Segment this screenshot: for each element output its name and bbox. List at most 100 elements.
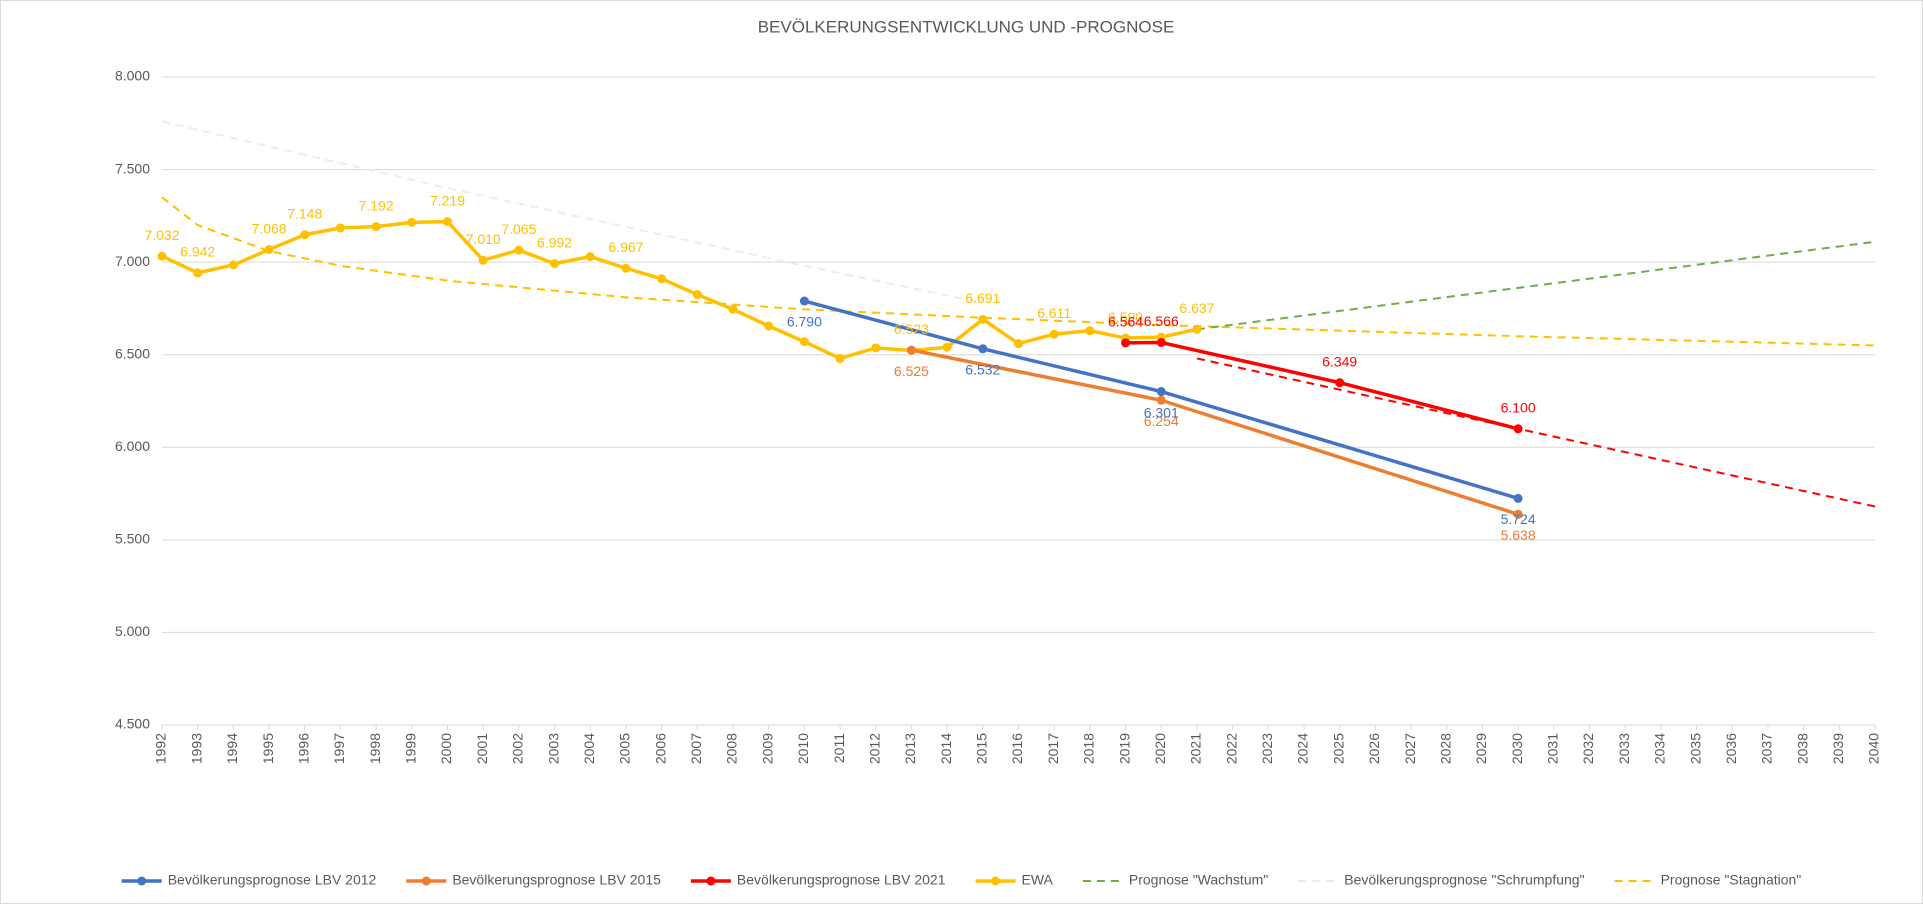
data-label: 6.611 (1037, 305, 1071, 321)
x-tick-label: 2029 (1473, 733, 1489, 764)
data-point (728, 304, 738, 314)
y-tick-label: 5.000 (115, 623, 150, 639)
x-tick-label: 2017 (1045, 733, 1061, 764)
x-tick-label: 2034 (1652, 733, 1668, 764)
data-point (1156, 395, 1166, 405)
data-label: 6.564 (1108, 314, 1143, 330)
x-tick-label: 2024 (1295, 733, 1311, 764)
x-tick-label: 2036 (1723, 733, 1739, 764)
series-line (1196, 240, 1876, 331)
data-label: 6.566 (1144, 313, 1179, 329)
x-tick-label: 1997 (331, 733, 347, 764)
y-tick-label: 5.500 (115, 531, 150, 547)
data-label: 7.192 (359, 197, 394, 213)
data-label: 5.638 (1501, 527, 1536, 543)
x-tick-label: 2010 (795, 733, 811, 764)
x-tick-label: 2003 (545, 733, 561, 764)
x-tick-label: 1996 (295, 733, 311, 764)
data-point (621, 263, 631, 273)
x-tick-label: 1998 (367, 733, 383, 764)
data-label: 6.992 (537, 234, 572, 250)
data-point (193, 268, 203, 278)
x-tick-label: 2013 (902, 733, 918, 764)
x-tick-label: 2032 (1580, 733, 1596, 764)
x-tick-label: 2014 (938, 733, 954, 764)
legend-marker (991, 876, 1000, 886)
x-tick-label: 2005 (617, 733, 633, 764)
series-line (803, 299, 1519, 501)
data-label: 6.301 (1144, 404, 1179, 420)
data-label: 7.032 (144, 227, 179, 243)
data-point (657, 274, 667, 284)
data-label: 6.691 (965, 290, 1000, 306)
data-label: 7.068 (252, 220, 287, 236)
data-label: 6.525 (894, 363, 929, 379)
x-tick-label: 1994 (224, 733, 240, 764)
data-point (1335, 378, 1345, 388)
x-tick-label: 2000 (438, 733, 454, 764)
data-label: 6.637 (1179, 300, 1214, 316)
data-point (799, 337, 809, 347)
x-tick-label: 2015 (974, 733, 990, 764)
data-point (478, 255, 488, 265)
y-tick-label: 4.500 (115, 716, 150, 732)
y-tick-label: 7.000 (115, 253, 150, 269)
legend-label: Bevölkerungsprognose LBV 2015 (452, 872, 661, 888)
data-label: 6.523 (894, 321, 929, 337)
data-point (978, 344, 988, 354)
x-tick-label: 2025 (1330, 733, 1346, 764)
legend: Bevölkerungsprognose LBV 2012 Bevölkerung… (121, 872, 1802, 888)
data-point (1014, 339, 1023, 349)
x-tick-label: 2030 (1509, 733, 1525, 764)
data-point (300, 230, 310, 240)
data-point (1513, 493, 1523, 503)
data-label: 7.065 (501, 221, 536, 237)
legend-label: Bevölkerungsprognose LBV 2012 (168, 872, 377, 888)
x-tick-label: 2039 (1830, 733, 1846, 764)
legend-label: Prognose "Stagnation" (1661, 872, 1802, 888)
data-point (799, 296, 809, 306)
data-point (335, 223, 345, 233)
data-point (1513, 509, 1523, 519)
data-point (1156, 337, 1166, 347)
y-tick-label: 6.500 (115, 345, 150, 361)
legend-marker (137, 876, 147, 886)
series-line (161, 120, 984, 304)
data-point (1049, 329, 1059, 339)
legend-label: EWA (1022, 872, 1054, 888)
x-tick-label: 2009 (759, 733, 775, 764)
y-tick-label: 6.000 (115, 438, 150, 454)
x-tick-label: 2035 (1687, 733, 1703, 764)
x-tick-label: 2022 (1223, 733, 1239, 764)
data-point (407, 217, 417, 227)
data-point (228, 260, 238, 270)
data-point (692, 290, 702, 300)
legend-marker (706, 876, 716, 886)
chart-title: BEVÖLKERUNGSENTWICKLUNG UND -PROGNOSE (758, 17, 1175, 36)
x-tick-label: 2040 (1866, 733, 1882, 764)
data-point (514, 245, 524, 255)
data-point (1121, 338, 1131, 348)
x-tick-label: 2021 (1188, 733, 1204, 764)
x-tick-label: 2033 (1616, 733, 1632, 764)
x-tick-label: 2016 (1009, 733, 1025, 764)
x-tick-label: 2001 (474, 733, 490, 764)
legend-label: Bevölkerungsprognose "Schrumpfung" (1344, 872, 1584, 888)
x-tick-label: 2031 (1545, 733, 1561, 764)
x-tick-label: 2006 (652, 733, 668, 764)
x-tick-label: 2018 (1081, 733, 1097, 764)
x-tick-label: 2028 (1437, 733, 1453, 764)
data-point (1085, 326, 1095, 336)
data-point (978, 314, 988, 324)
x-tick-label: 2004 (581, 733, 597, 764)
data-point (764, 321, 774, 331)
x-tick-label: 1992 (153, 733, 169, 764)
series-line (161, 196, 1876, 347)
data-point (835, 353, 845, 363)
x-tick-label: 2007 (688, 733, 704, 764)
data-label: 7.148 (287, 205, 322, 221)
data-label: 7.010 (466, 231, 501, 247)
data-label: 6.967 (608, 239, 643, 255)
